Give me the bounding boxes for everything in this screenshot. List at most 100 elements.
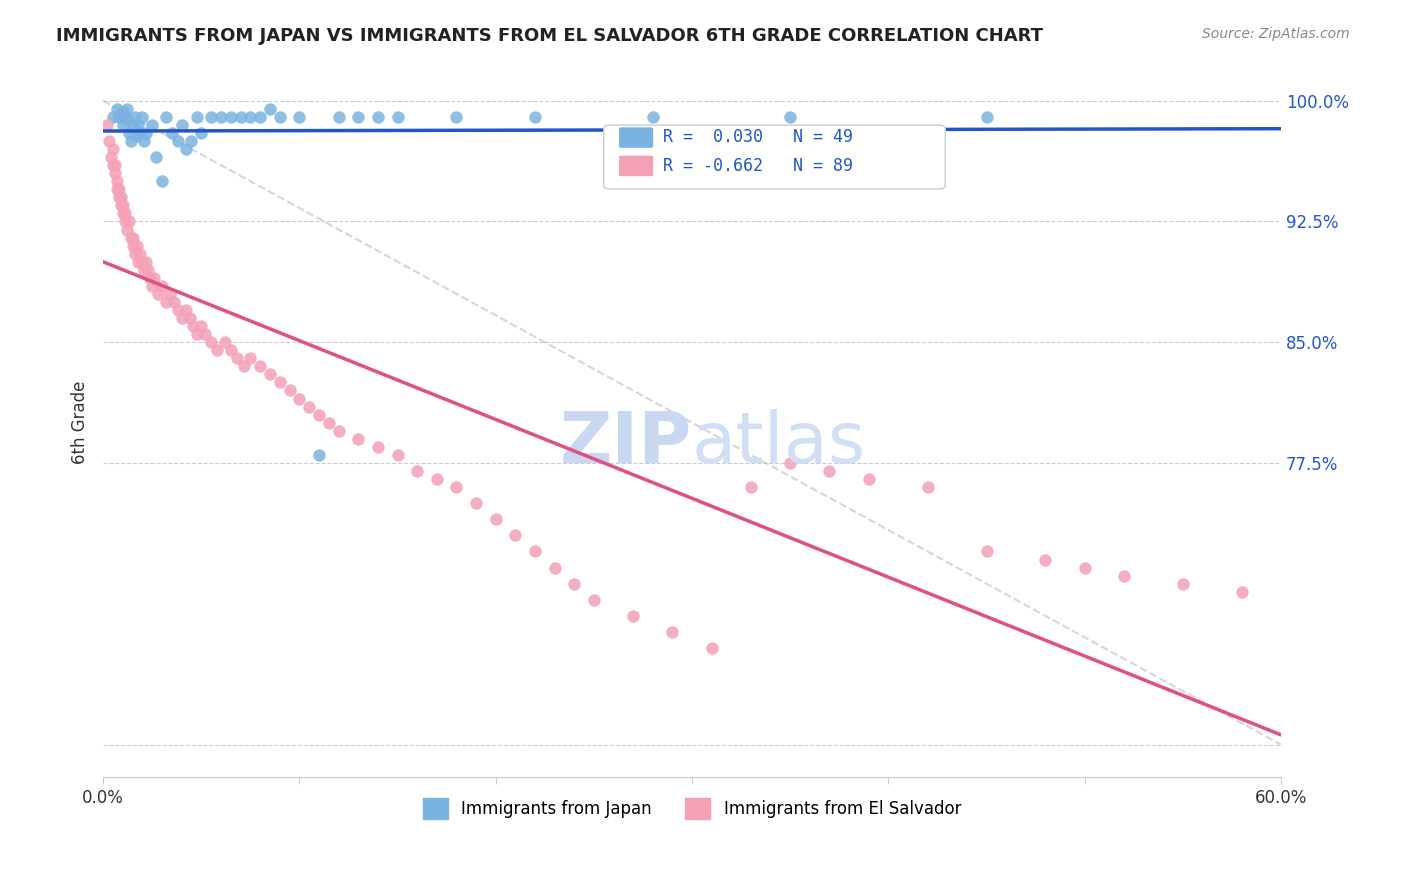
Point [328, 110, 350, 124]
Legend: Immigrants from Japan, Immigrants from El Salvador: Immigrants from Japan, Immigrants from E… [416, 791, 967, 825]
Point [740, 480, 762, 494]
Point [155, 110, 177, 124]
Point [136, 262, 159, 277]
Point [111, 206, 134, 220]
Point [214, 335, 236, 350]
Point [505, 528, 527, 542]
Point [127, 118, 149, 132]
Point [150, 174, 173, 188]
Point [779, 456, 801, 470]
Point [111, 105, 134, 120]
Point [387, 110, 409, 124]
Point [661, 624, 683, 639]
Point [269, 376, 291, 390]
Point [121, 238, 143, 252]
Point [308, 448, 330, 462]
Point [641, 110, 664, 124]
Point [465, 496, 488, 510]
Point [104, 166, 127, 180]
Point [129, 246, 152, 260]
Point [190, 319, 212, 334]
Point [101, 158, 124, 172]
Y-axis label: 6th Grade: 6th Grade [72, 381, 89, 465]
Point [134, 134, 156, 148]
Point [200, 335, 222, 350]
Point [194, 327, 217, 342]
Text: ZIP: ZIP [560, 409, 692, 478]
Point [387, 448, 409, 462]
Point [117, 126, 139, 140]
Point [131, 254, 153, 268]
Point [269, 110, 291, 124]
Point [186, 327, 208, 342]
Point [114, 206, 136, 220]
Point [114, 214, 136, 228]
Point [288, 110, 311, 124]
Point [249, 359, 271, 374]
Point [239, 351, 262, 366]
Point [159, 286, 181, 301]
Point [143, 270, 166, 285]
Point [141, 278, 163, 293]
Point [125, 129, 148, 144]
Point [135, 254, 157, 268]
Point [219, 343, 242, 358]
Text: R = -0.662   N = 89: R = -0.662 N = 89 [662, 157, 852, 175]
Text: atlas: atlas [692, 409, 866, 478]
Point [108, 182, 131, 196]
Point [166, 303, 188, 318]
Point [155, 295, 177, 310]
Point [219, 110, 242, 124]
Point [141, 118, 163, 132]
Point [1230, 584, 1253, 599]
Text: R =  0.030   N = 49: R = 0.030 N = 49 [662, 128, 852, 146]
Point [179, 311, 201, 326]
Point [98, 134, 121, 148]
Point [96, 118, 118, 132]
Point [105, 182, 128, 196]
Point [347, 110, 370, 124]
Point [127, 254, 149, 268]
Point [101, 142, 124, 156]
Point [524, 544, 547, 558]
Point [621, 608, 644, 623]
Point [426, 472, 449, 486]
Point [124, 246, 146, 260]
Point [105, 174, 128, 188]
Text: IMMIGRANTS FROM JAPAN VS IMMIGRANTS FROM EL SALVADOR 6TH GRADE CORRELATION CHART: IMMIGRANTS FROM JAPAN VS IMMIGRANTS FROM… [56, 27, 1043, 45]
Point [101, 110, 124, 124]
Point [524, 110, 547, 124]
Point [1112, 568, 1135, 582]
Point [700, 641, 723, 656]
Point [146, 286, 169, 301]
Point [121, 118, 143, 132]
Point [166, 134, 188, 148]
Point [543, 560, 565, 574]
Point [446, 110, 468, 124]
Point [115, 102, 138, 116]
Point [100, 150, 122, 164]
Point [120, 230, 142, 244]
Point [120, 134, 142, 148]
Point [108, 190, 131, 204]
Point [200, 110, 222, 124]
Point [278, 384, 301, 398]
Point [170, 118, 193, 132]
Point [131, 110, 153, 124]
Point [1073, 560, 1095, 574]
Point [229, 110, 252, 124]
Point [818, 464, 841, 478]
Point [858, 472, 880, 486]
Point [259, 102, 281, 116]
Point [367, 440, 389, 454]
Point [135, 126, 157, 140]
Point [1035, 552, 1057, 566]
Point [134, 262, 156, 277]
Point [115, 113, 138, 128]
Point [183, 319, 205, 334]
FancyBboxPatch shape [619, 155, 654, 177]
Point [367, 110, 389, 124]
Point [111, 198, 134, 212]
Point [259, 368, 281, 382]
Point [485, 512, 508, 526]
